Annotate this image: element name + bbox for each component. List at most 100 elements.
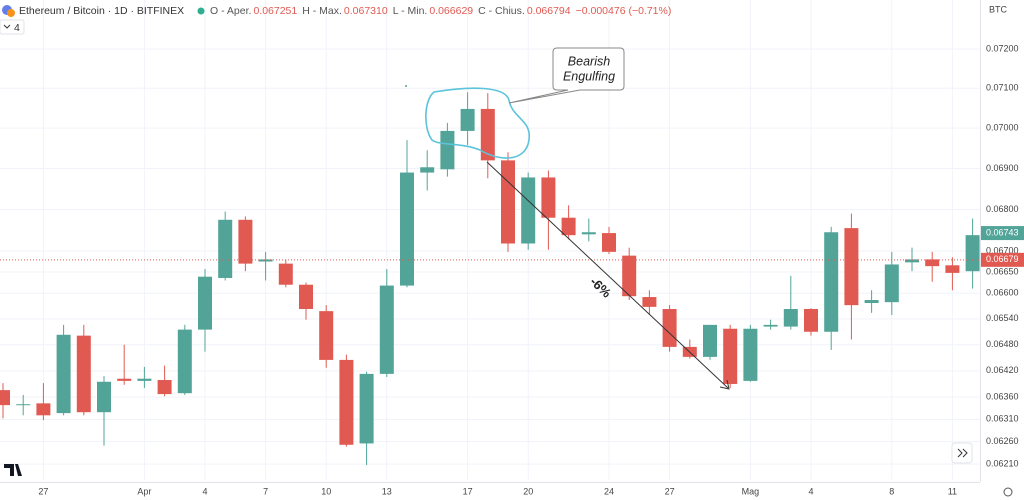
indicator-toggle[interactable] (0, 19, 25, 35)
candle-body (76, 335, 91, 413)
candle-body (480, 108, 495, 161)
candle-body (662, 309, 677, 347)
indicator-count: 4 (14, 22, 20, 34)
candle-body (763, 324, 778, 327)
candle-body (177, 329, 192, 394)
candle-body (278, 263, 293, 285)
pattern-outline (425, 87, 530, 159)
candle-body (198, 276, 212, 330)
scroll-icon (957, 448, 968, 458)
trend-arrow (486, 161, 729, 389)
y-tick-label: 0.07200 (986, 43, 1019, 53)
x-tick-label: 24 (604, 486, 614, 496)
candle-body (400, 172, 414, 286)
ohlc-label: L - Min. (393, 5, 428, 17)
x-tick-label: Mag (742, 486, 760, 496)
candle-body (319, 311, 334, 360)
candle-body (137, 378, 152, 381)
x-tick-label: 4 (808, 486, 813, 496)
price-axis: 0.07200 0.07100 0.07000 0.06900 0.06800 0.067… (38, 43, 1024, 496)
candle-body (703, 324, 717, 357)
candle-body (602, 233, 616, 252)
candle-body (97, 381, 111, 413)
candle-body (117, 378, 132, 381)
dot (405, 85, 407, 87)
y-tick-label: 0.06210 (986, 459, 1019, 469)
x-tick-label: 7 (263, 486, 268, 496)
ohlc-label: C - Chius. (478, 5, 525, 17)
candle-body (359, 373, 374, 444)
candle-body (945, 265, 960, 273)
x-tick-label: Apr (137, 486, 151, 496)
candle-body (783, 309, 798, 327)
candle-body (238, 219, 253, 264)
x-tick-label: 27 (665, 486, 675, 496)
ohlc-legend: O - Aper. 0.067251 H - Max. 0.067310 L - Min… (210, 5, 671, 17)
candle-body (723, 328, 738, 384)
candle-body (379, 285, 394, 374)
price-tag (981, 226, 1024, 241)
chevron (3, 24, 11, 29)
ohlc-label: H - Max. (302, 5, 342, 17)
candle-body (16, 404, 31, 406)
x-tick-label: 10 (321, 486, 331, 496)
ohlc-value: 0.067310 (344, 5, 388, 17)
candle-body (541, 177, 556, 218)
candle-body (965, 235, 980, 272)
candle-body (218, 219, 233, 278)
x-tick-label: 20 (523, 486, 533, 496)
candle-body (299, 284, 313, 310)
y-tick-label: 0.06310 (986, 414, 1019, 424)
y-tick-label: 0.06600 (986, 288, 1019, 298)
candle-body (925, 259, 940, 267)
candle-body (804, 309, 818, 332)
callout-box (508, 47, 625, 104)
x-tick-label: 4 (202, 486, 207, 496)
candle-body (581, 232, 596, 235)
y-tick-label: 0.06420 (986, 365, 1019, 375)
candle-body (501, 160, 515, 244)
symbol: Ethereum / Bitcoin · 1D · BITFINEX (19, 5, 184, 17)
y-tick-label: 0.06360 (986, 392, 1019, 402)
callout-line: Engulfing (563, 69, 615, 83)
logo (4, 464, 22, 476)
callout-line: Bearish (568, 54, 610, 68)
candles (0, 92, 980, 466)
x-tick-label: 8 (889, 486, 894, 496)
candle-body (642, 297, 657, 307)
candle-body (844, 228, 859, 306)
y-tick-label: 0.06260 (986, 436, 1019, 446)
y-tick-label: 0.06650 (986, 266, 1019, 276)
change: −0.000476 (−0.71%) (576, 5, 672, 17)
settings-button[interactable] (1003, 487, 1013, 497)
x-tick-label: 17 (463, 486, 473, 496)
y-tick-label: 0.06700 (986, 245, 1019, 255)
price-tag-label: 0.06743 (986, 227, 1019, 237)
annotations: -6% Bearish Engulfing (405, 47, 730, 390)
ohlc-value: 0.066629 (429, 5, 473, 17)
x-tick-label: 11 (948, 486, 957, 496)
grid (0, 0, 980, 480)
ohlc-label: O - Aper. (210, 5, 251, 17)
y-tick-label: 0.06480 (986, 339, 1019, 349)
candle-body (0, 390, 10, 406)
y-tick-label: 0.06540 (986, 313, 1019, 323)
y-tick-label: 0.07100 (986, 83, 1019, 93)
price-tag-label: 0.06679 (986, 254, 1019, 264)
candle-body (743, 328, 758, 381)
candle-body (440, 130, 455, 170)
header: Ethereum / Bitcoin · 1D · BITFINEX O - A… (0, 5, 671, 35)
candle-body (622, 255, 637, 297)
candle-body (56, 334, 71, 414)
btc-icon (7, 9, 15, 17)
y-tick-label: 0.06900 (986, 163, 1019, 173)
candle-body (157, 380, 172, 395)
candle-body (561, 217, 576, 236)
candle-body (884, 264, 899, 303)
price-tag (981, 252, 1024, 267)
x-tick-label: 27 (38, 486, 48, 496)
candle-body (420, 167, 435, 173)
candle-body (905, 259, 919, 263)
y-tick-label: 0.07000 (986, 122, 1019, 132)
